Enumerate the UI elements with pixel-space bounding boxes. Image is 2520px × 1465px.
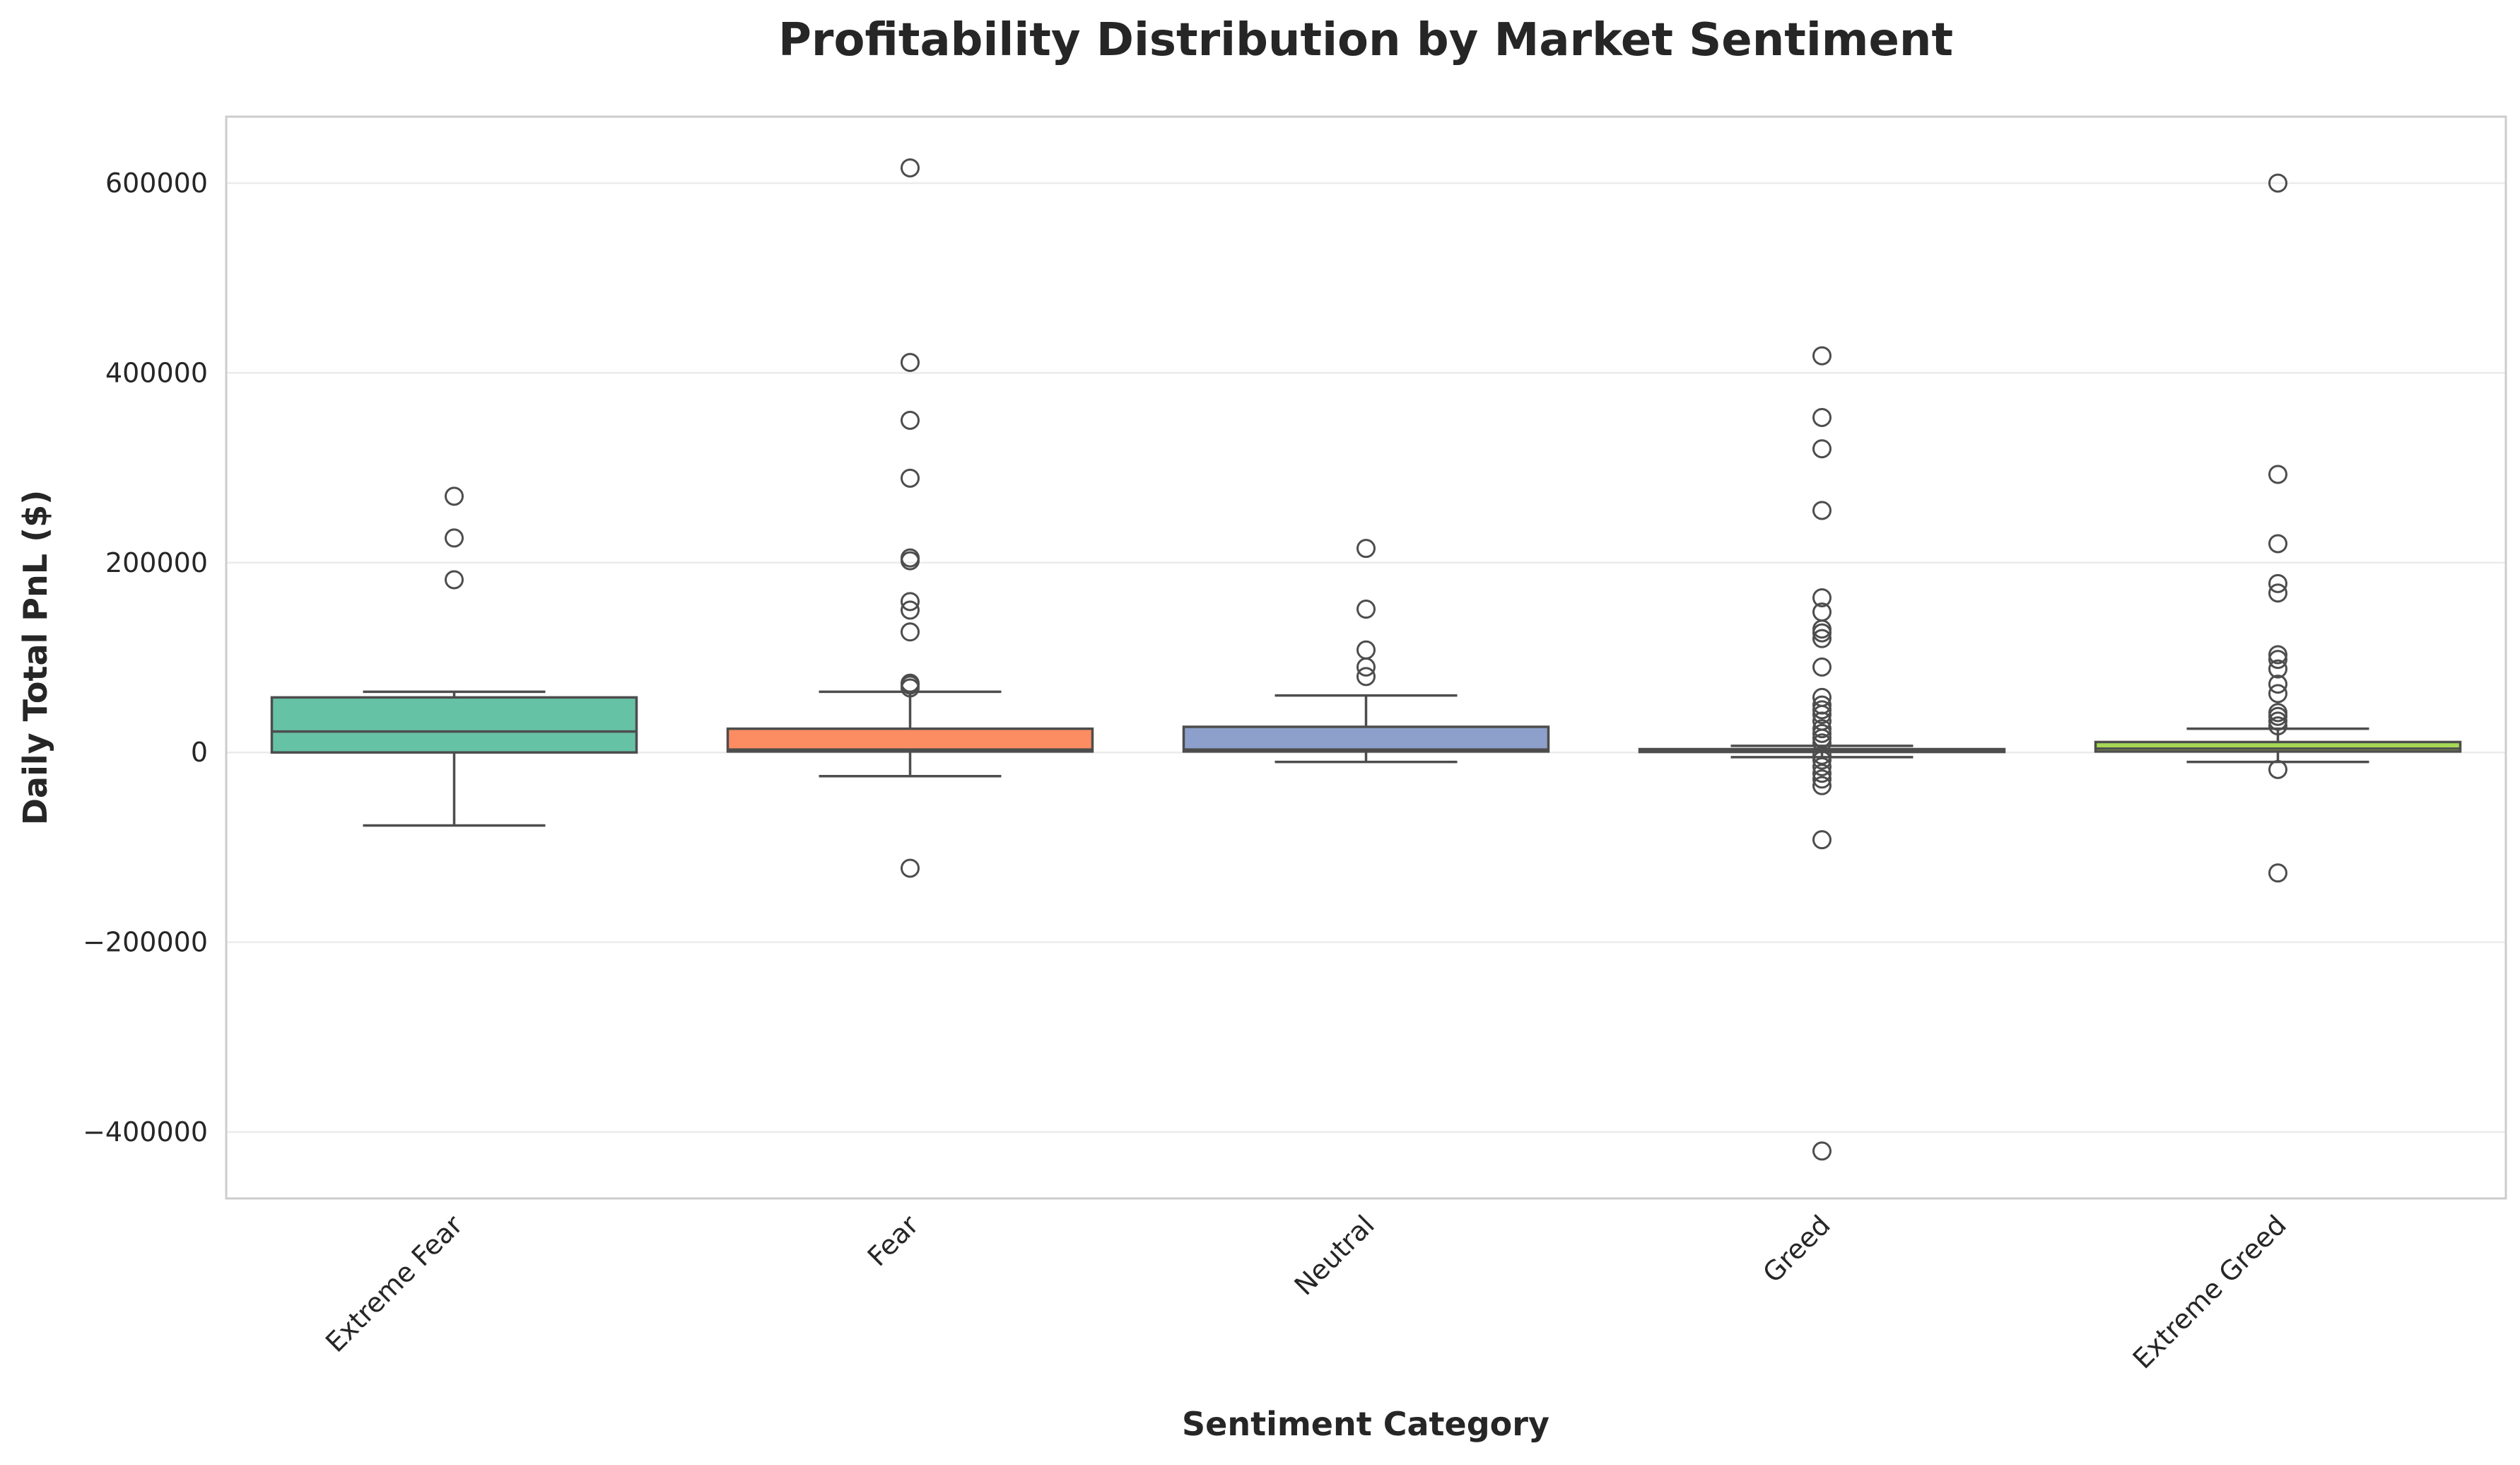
outlier-point [1812, 623, 1832, 643]
outlier-point [1812, 1141, 1832, 1161]
outlier-point [2268, 863, 2287, 883]
outlier-point [2268, 706, 2287, 726]
outlier-point [2268, 684, 2287, 704]
box-group [726, 158, 1094, 878]
chart-title: Profitability Distribution by Market Sen… [778, 14, 1953, 66]
outlier-point [901, 600, 920, 620]
outlier-point [1812, 750, 1832, 770]
y-tick-label: −400000 [83, 1116, 208, 1148]
box-iqr [270, 696, 638, 754]
y-tick-label: 200000 [105, 547, 208, 578]
outlier-point [1812, 346, 1832, 366]
outlier-point [1812, 700, 1832, 720]
outlier-point [1812, 657, 1832, 677]
box-iqr [726, 727, 1094, 753]
outlier-point [1356, 539, 1376, 559]
y-tick-label: −200000 [83, 927, 208, 958]
outlier-point [2268, 573, 2287, 593]
outlier-point [1812, 719, 1832, 739]
outlier-point [445, 528, 464, 548]
box-group [1182, 539, 1550, 764]
outlier-point [2268, 675, 2287, 694]
outlier-point [2268, 465, 2287, 484]
outlier-point [901, 592, 920, 612]
outlier-point [445, 486, 464, 506]
box-iqr [2094, 740, 2462, 753]
box-group [270, 486, 638, 827]
outlier-point [1812, 757, 1832, 776]
outlier-point [2268, 534, 2287, 554]
outlier-point [1812, 407, 1832, 427]
outlier-point [901, 158, 920, 177]
y-axis-label: Daily Total PnL ($) [16, 490, 54, 825]
y-tick-label: 0 [191, 737, 208, 768]
x-axis-label: Sentiment Category [1182, 1405, 1549, 1443]
y-tick-label: 400000 [105, 357, 208, 388]
outlier-point [2268, 716, 2287, 736]
outlier-point [1812, 629, 1832, 648]
outlier-point [2268, 583, 2287, 603]
outlier-point [2268, 650, 2287, 670]
outlier-point [1812, 723, 1832, 743]
outlier-point [1812, 769, 1832, 789]
outlier-point [901, 678, 920, 698]
outlier-point [1356, 657, 1376, 677]
y-tick-label: 600000 [105, 168, 208, 199]
outlier-point [1812, 776, 1832, 795]
outlier-point [445, 570, 464, 590]
outlier-point [1812, 764, 1832, 783]
box-group [2094, 173, 2462, 883]
outlier-point [1812, 830, 1832, 850]
outlier-point [2268, 645, 2287, 665]
outlier-point [901, 353, 920, 373]
outlier-point [901, 622, 920, 642]
outlier-point [1356, 667, 1376, 687]
outlier-point [2268, 711, 2287, 731]
plot-area [225, 115, 2507, 1200]
box-iqr [1182, 725, 1550, 753]
outlier-point [1812, 439, 1832, 459]
outlier-point [901, 468, 920, 488]
outlier-point [1356, 600, 1376, 619]
outlier-point [901, 551, 920, 571]
box-group [1638, 346, 2006, 1161]
outlier-point [1812, 705, 1832, 725]
outlier-point [2268, 659, 2287, 679]
outlier-point [1812, 501, 1832, 520]
outlier-point [2268, 173, 2287, 193]
outlier-point [901, 410, 920, 430]
outlier-point [901, 858, 920, 878]
outlier-point [2268, 759, 2287, 779]
outlier-point [1812, 588, 1832, 607]
